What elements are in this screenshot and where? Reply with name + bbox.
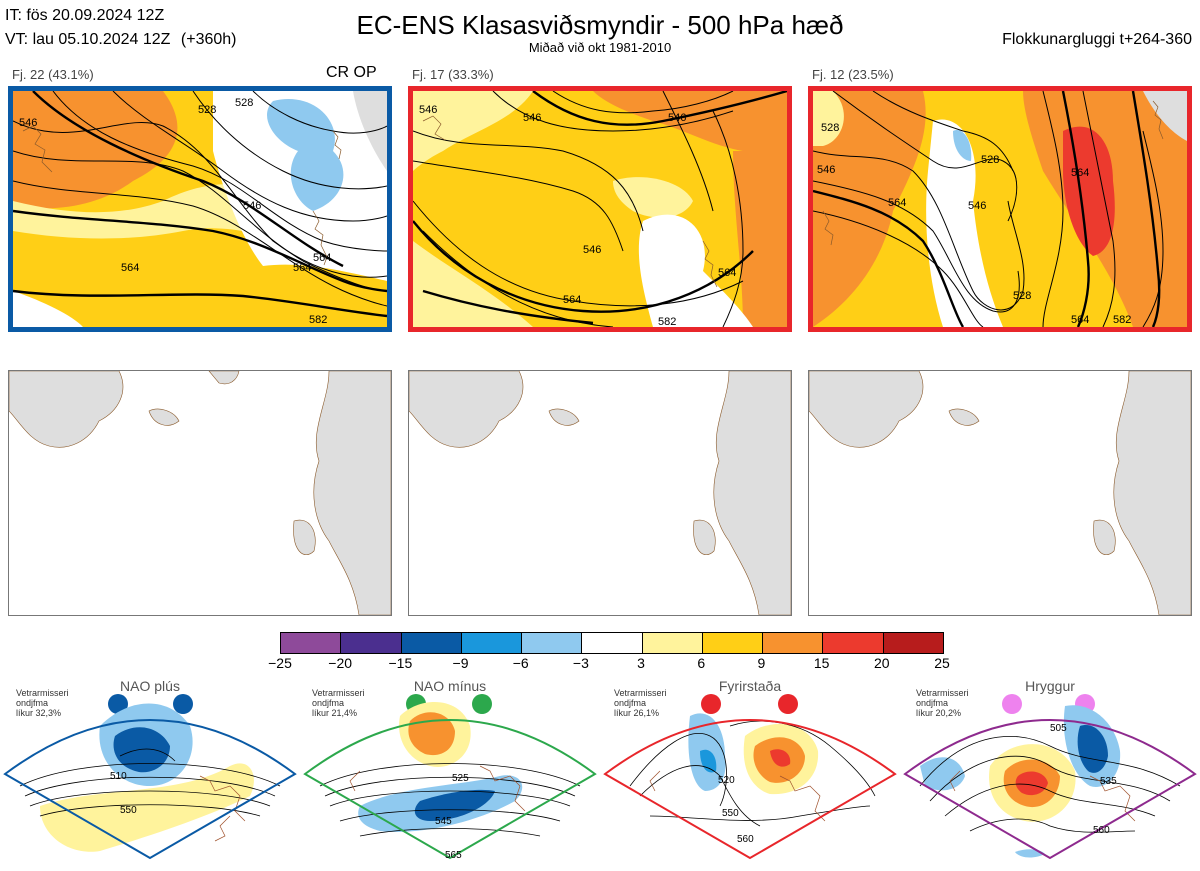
regime-title: Hryggur [1025, 678, 1075, 694]
regime-contour-label: 520 [718, 775, 735, 786]
cluster-2-contour-label: 546 [583, 244, 601, 256]
cluster-3-label: Fj. 12 (23.5%) [812, 67, 894, 82]
colorbar-tick-label: −15 [388, 655, 413, 671]
cluster-3-contour-label: 564 [1071, 167, 1089, 179]
colorbar-swatch [581, 633, 642, 653]
colorbar-swatch [762, 633, 823, 653]
regime-dot [108, 694, 128, 714]
cluster-2-contour-label: 546 [523, 112, 541, 124]
colorbar-tick-label: −25 [268, 655, 292, 671]
colorbar-swatch [701, 633, 763, 653]
colorbar-tick-label: 6 [697, 655, 706, 671]
regime-info: Vetrarmisseri ondjfma líkur 21,4% [312, 688, 365, 718]
cluster-3-contour-label: 564 [888, 197, 906, 209]
valid-time-lead: (+360h) [180, 31, 237, 48]
cluster-1-tag: CR OP [326, 64, 377, 81]
colorbar-tick-label: −3 [572, 655, 589, 671]
cluster-2-map: 546 546 546 546 564 564 582 [408, 86, 792, 332]
cluster-2-label: Fj. 17 (33.3%) [412, 67, 494, 82]
colorbar-tick-label: 20 [874, 655, 890, 671]
cluster-1-contour-label: 528 [235, 97, 253, 109]
cluster-3-contour-label: 546 [968, 200, 986, 212]
cluster-3-contour-label: 528 [981, 154, 999, 166]
cluster-1-contour-label: 546 [19, 117, 37, 129]
colorbar-tick-label: 3 [637, 655, 645, 671]
regime-info: Vetrarmisseri ondjfma líkur 32,3% [16, 688, 69, 718]
cluster-3-map: 528 546 528 564 546 564 528 564 582 [808, 86, 1192, 332]
regime-info: Vetrarmisseri ondjfma líkur 20,2% [916, 688, 969, 718]
colorbar-tick-label: −6 [512, 655, 529, 671]
cluster-3-contour-label: 546 [817, 164, 835, 176]
cluster-2-contour-label: 582 [658, 316, 676, 327]
cluster-3-contour-label: 528 [1013, 290, 1031, 302]
cluster-3-contour-label: 564 [1071, 314, 1089, 326]
regime-contour-label: 560 [1093, 825, 1110, 836]
cluster-2-contour-label: 564 [563, 294, 581, 306]
cluster-1-contour-label: 564 [121, 262, 139, 274]
base-map-2 [408, 370, 792, 616]
cluster-1-contour-label: 564 [293, 262, 311, 274]
regime-dot [1002, 694, 1022, 714]
regime-contour-label: 550 [120, 805, 137, 816]
colorbar-tick-label: 9 [757, 655, 766, 671]
colorbar-tick-label: −20 [328, 655, 353, 671]
colorbar-ticks: −25 −20 −15 −9 −6 −3 3 6 9 15 20 25 [268, 655, 950, 673]
cluster-3-contour-label: 528 [821, 122, 839, 134]
colorbar-swatch [521, 633, 582, 653]
cluster-1-map: 546 528 528 546 564 564 564 582 [8, 86, 392, 332]
colorbar-tick-label: 15 [813, 655, 830, 671]
colorbar-swatch [340, 633, 401, 653]
regime-contour-label: 535 [1100, 776, 1117, 787]
cluster-1-contour-label: 528 [198, 104, 216, 116]
regime-nao-minus: NAO mínus Vetrarmisseri ondjfma líkur 21,4… [300, 676, 600, 871]
colorbar-swatch [882, 633, 943, 653]
cluster-3-contour-label: 582 [1113, 314, 1131, 326]
regime-dot [778, 694, 798, 714]
cluster-1-label: Fj. 22 (43.1%) [12, 67, 94, 82]
colorbar-tick-label: −9 [452, 655, 469, 671]
colorbar-swatch [460, 633, 522, 653]
initial-time: IT: fös 20.09.2024 12Z [5, 7, 165, 24]
regime-dot [472, 694, 492, 714]
colorbar-swatch [400, 633, 461, 653]
regime-contour-label: 545 [435, 816, 452, 827]
colorbar-swatch [281, 633, 341, 653]
page-title: EC-ENS Klasasviðsmyndir - 500 hPa hæð [356, 10, 844, 40]
regime-title: NAO plús [120, 678, 180, 694]
regime-dot [701, 694, 721, 714]
cluster-1-contour-label: 564 [313, 252, 331, 264]
regime-contour-label: 565 [445, 850, 462, 861]
cluster-1-contour-label: 546 [243, 200, 261, 212]
cluster-2-contour-label: 546 [668, 112, 686, 124]
page-subtitle: Miðað við okt 1981-2010 [528, 40, 672, 55]
base-map-1 [8, 370, 392, 616]
valid-time-date: VT: lau 05.10.2024 12Z [5, 31, 171, 48]
regime-nao-plus: NAO plús Vetrarmisseri ondjfma líkur 32,3%… [0, 676, 300, 871]
regime-blocking: Fyrirstaða Vetrarmisseri ondjfma líkur 26,… [600, 676, 900, 871]
regime-title: Fyrirstaða [718, 678, 782, 694]
regime-contour-label: 505 [1050, 723, 1067, 734]
base-map-3 [808, 370, 1192, 616]
valid-time: VT: lau 05.10.2024 12Z (+360h) [5, 30, 237, 49]
regime-contour-label: 510 [110, 771, 127, 782]
classification-window: Flokkunargluggi t+264-360 [1002, 31, 1192, 48]
regime-dot [173, 694, 193, 714]
colorbar [280, 632, 944, 654]
colorbar-tick-label: 25 [934, 655, 950, 671]
regime-info: Vetrarmisseri ondjfma líkur 26,1% [614, 688, 667, 718]
regime-contour-label: 550 [722, 808, 739, 819]
colorbar-swatch [641, 633, 702, 653]
regime-title: NAO mínus [413, 678, 487, 694]
regime-contour-label: 525 [452, 773, 469, 784]
cluster-1-contour-label: 582 [309, 314, 327, 326]
cluster-2-contour-label: 564 [718, 267, 736, 279]
colorbar-swatch [822, 633, 883, 653]
regime-ridge: Hryggur Vetrarmisseri ondjfma líkur 20,2% … [900, 676, 1200, 871]
regime-contour-label: 560 [737, 834, 754, 845]
cluster-2-contour-label: 546 [419, 104, 437, 116]
